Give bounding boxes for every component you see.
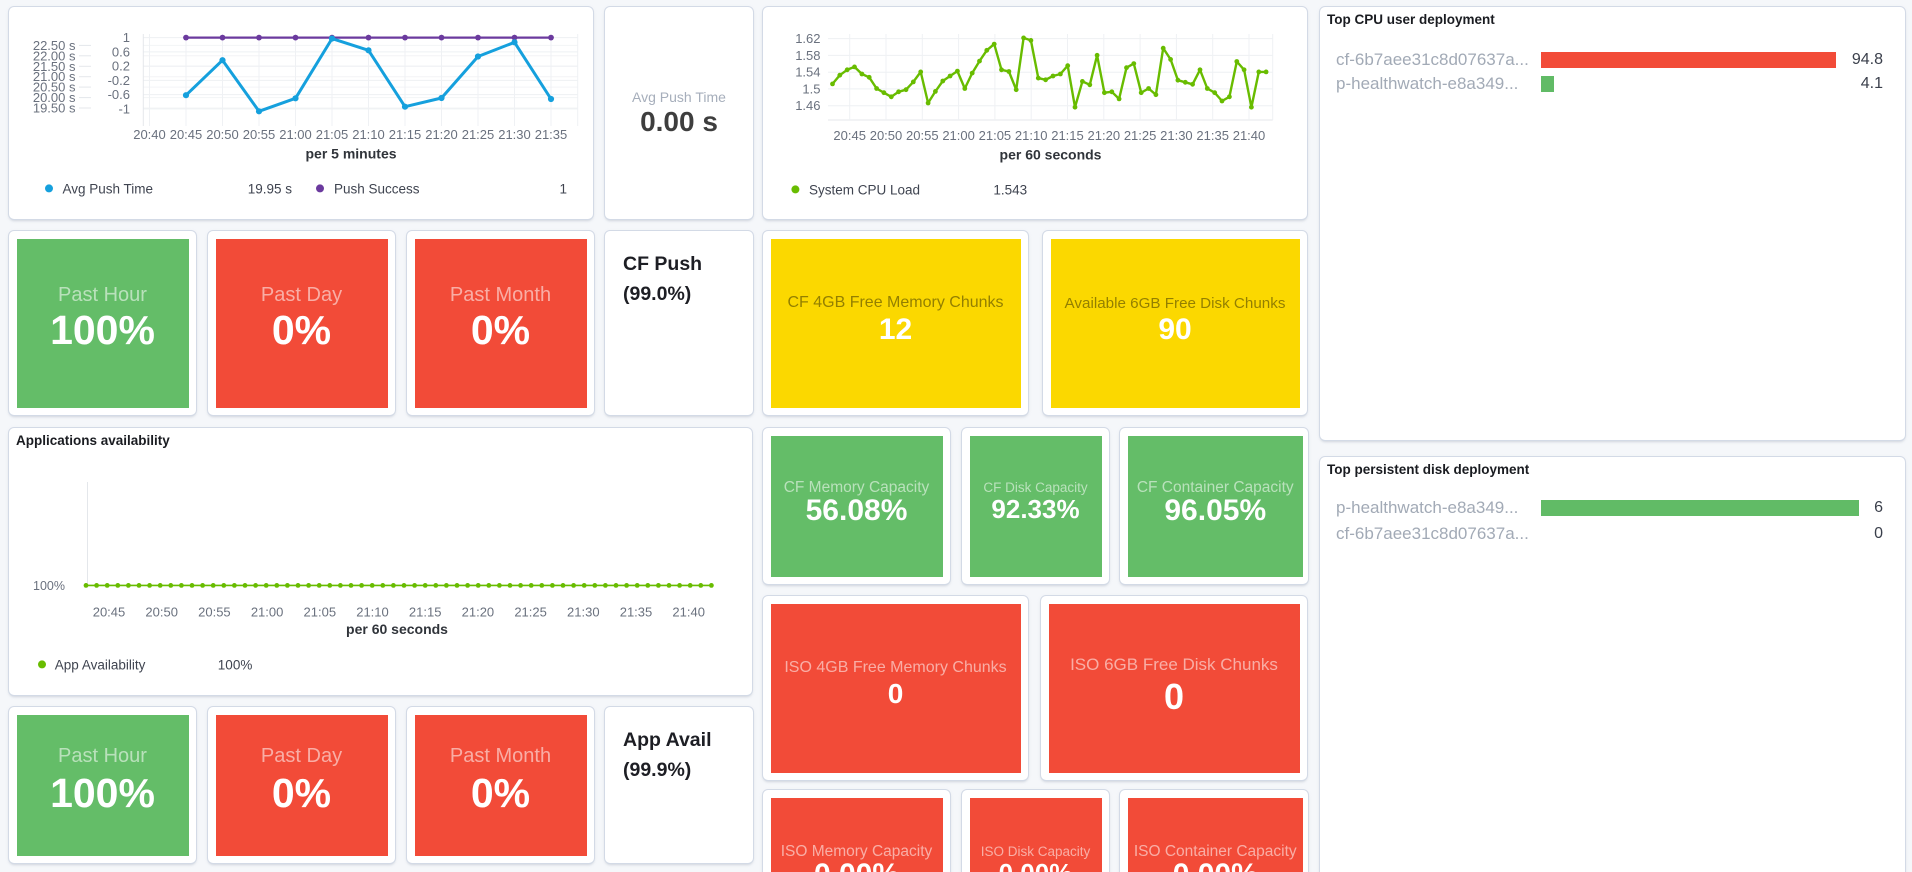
svg-text:21:15: 21:15 <box>1051 128 1084 143</box>
svg-text:20:50: 20:50 <box>206 127 239 142</box>
svg-text:21:25: 21:25 <box>514 605 547 620</box>
svg-text:21:25: 21:25 <box>1124 128 1157 143</box>
svg-text:22.00 s: 22.00 s <box>33 48 76 63</box>
svg-text:20:50: 20:50 <box>870 128 903 143</box>
svg-text:1: 1 <box>123 30 130 45</box>
svg-text:21:20: 21:20 <box>462 605 495 620</box>
svg-text:1.54: 1.54 <box>795 65 820 80</box>
svg-text:21:10: 21:10 <box>352 127 385 142</box>
svg-text:0.6: 0.6 <box>112 44 130 59</box>
svg-text:21.50 s: 21.50 s <box>33 59 76 74</box>
svg-text:1.46: 1.46 <box>795 98 820 113</box>
svg-text:20.50 s: 20.50 s <box>33 80 76 95</box>
svg-text:21:35: 21:35 <box>1196 128 1229 143</box>
svg-text:21:10: 21:10 <box>356 605 389 620</box>
svg-text:1.5: 1.5 <box>802 81 820 96</box>
svg-text:20:55: 20:55 <box>198 605 231 620</box>
svg-text:21:00: 21:00 <box>942 128 975 143</box>
svg-text:21:20: 21:20 <box>425 127 458 142</box>
svg-text:100%: 100% <box>218 657 253 672</box>
svg-text:21.00 s: 21.00 s <box>33 69 76 84</box>
svg-text:per 5 minutes: per 5 minutes <box>305 146 396 162</box>
svg-text:20:45: 20:45 <box>93 605 126 620</box>
svg-text:21:05: 21:05 <box>979 128 1012 143</box>
svg-text:1.543: 1.543 <box>993 182 1027 197</box>
svg-text:Avg Push Time: Avg Push Time <box>63 181 154 196</box>
svg-text:-0.2: -0.2 <box>108 73 130 88</box>
svg-text:System CPU Load: System CPU Load <box>809 182 920 197</box>
svg-text:20:55: 20:55 <box>906 128 939 143</box>
svg-text:21:10: 21:10 <box>1015 128 1048 143</box>
svg-text:21:05: 21:05 <box>316 127 349 142</box>
svg-text:1: 1 <box>559 181 567 196</box>
svg-text:21:00: 21:00 <box>279 127 312 142</box>
svg-text:21:35: 21:35 <box>535 127 568 142</box>
svg-text:21:40: 21:40 <box>672 605 705 620</box>
svg-text:19.95 s: 19.95 s <box>248 181 293 196</box>
svg-text:21:20: 21:20 <box>1088 128 1121 143</box>
svg-text:21:00: 21:00 <box>251 605 284 620</box>
svg-text:-1: -1 <box>118 101 130 116</box>
svg-text:21:05: 21:05 <box>304 605 337 620</box>
svg-text:20:50: 20:50 <box>145 605 178 620</box>
svg-text:21:15: 21:15 <box>409 605 442 620</box>
svg-text:0.2: 0.2 <box>112 59 130 74</box>
svg-text:21:30: 21:30 <box>498 127 531 142</box>
svg-text:1.58: 1.58 <box>795 48 820 63</box>
svg-text:21:35: 21:35 <box>620 605 653 620</box>
svg-text:20:45: 20:45 <box>170 127 203 142</box>
svg-text:-0.6: -0.6 <box>108 87 130 102</box>
svg-text:App Availability: App Availability <box>55 657 146 672</box>
svg-text:20:55: 20:55 <box>243 127 276 142</box>
svg-text:21:25: 21:25 <box>462 127 495 142</box>
svg-text:19.50 s: 19.50 s <box>33 101 76 116</box>
svg-text:100%: 100% <box>33 579 65 593</box>
svg-text:per 60 seconds: per 60 seconds <box>1000 147 1102 163</box>
svg-text:21:40: 21:40 <box>1233 128 1266 143</box>
svg-text:1.62: 1.62 <box>795 31 820 46</box>
svg-text:per 60 seconds: per 60 seconds <box>346 621 448 637</box>
svg-text:22.50 s: 22.50 s <box>33 38 76 53</box>
svg-text:Push Success: Push Success <box>334 181 420 196</box>
svg-text:20:45: 20:45 <box>833 128 866 143</box>
svg-text:20.00 s: 20.00 s <box>33 90 76 105</box>
svg-text:21:30: 21:30 <box>1160 128 1193 143</box>
svg-text:21:30: 21:30 <box>567 605 600 620</box>
svg-text:21:15: 21:15 <box>389 127 422 142</box>
svg-text:20:40: 20:40 <box>133 127 166 142</box>
